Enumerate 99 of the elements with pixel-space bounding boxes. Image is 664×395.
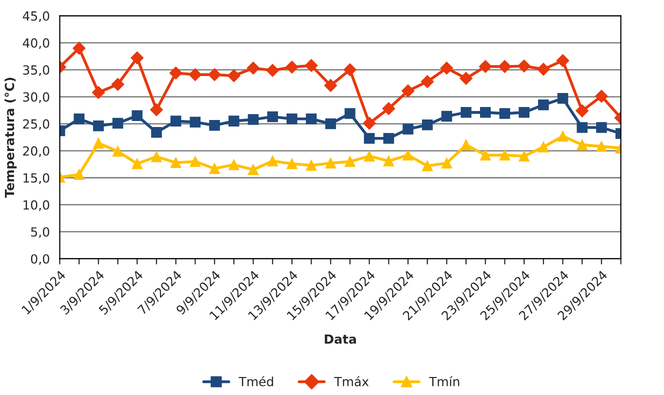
y-tick-label: 0,0 [30, 254, 50, 265]
point [190, 116, 201, 128]
y-tick-label: 15,0 [24, 173, 50, 184]
point [362, 116, 376, 130]
point [480, 107, 491, 118]
point [440, 62, 454, 75]
point [286, 60, 298, 74]
point [248, 164, 259, 176]
point [306, 114, 317, 124]
point [325, 158, 336, 169]
point [518, 60, 531, 72]
y-tick-label: 30,0 [23, 92, 50, 103]
y-tick-label: 40,0 [22, 38, 50, 49]
legend-label: Tmáx [334, 376, 369, 386]
point [518, 150, 530, 162]
y-tick-label: 45,0 [22, 11, 50, 22]
point [460, 107, 472, 118]
point [112, 118, 124, 129]
x-axis-title: Data [324, 334, 356, 344]
point [596, 141, 607, 152]
point [151, 151, 162, 162]
y-tick-label: 35,0 [23, 65, 50, 76]
point [324, 79, 338, 92]
point [422, 119, 433, 130]
point [441, 158, 452, 169]
point [420, 75, 434, 88]
point [383, 156, 394, 166]
point [596, 122, 607, 133]
point [499, 150, 510, 160]
point [364, 150, 375, 162]
point [576, 104, 589, 118]
point [92, 86, 105, 99]
point [132, 158, 143, 170]
point [208, 68, 221, 82]
point [556, 54, 570, 68]
point [246, 62, 260, 75]
legend-label: Tmín [429, 376, 460, 386]
point [538, 99, 549, 110]
point [74, 114, 84, 124]
point [518, 107, 530, 118]
point [266, 64, 279, 77]
point [325, 118, 336, 130]
point [364, 132, 375, 144]
point [286, 114, 298, 124]
point [150, 103, 163, 116]
point [74, 169, 84, 180]
point [306, 160, 317, 171]
point [228, 159, 240, 170]
y-tick-label: 10,0 [24, 200, 50, 211]
point [576, 122, 588, 133]
point [478, 60, 492, 73]
point [132, 110, 143, 122]
point [111, 78, 124, 91]
point [498, 60, 512, 73]
point [248, 114, 259, 125]
point [499, 108, 510, 119]
point [382, 102, 396, 116]
point [557, 93, 568, 104]
point [93, 138, 104, 149]
point [538, 142, 549, 152]
point [344, 108, 356, 119]
point [209, 120, 220, 131]
point [595, 90, 608, 103]
point [170, 116, 182, 126]
point [402, 124, 414, 135]
legend-label: Tméd [238, 376, 274, 386]
point [557, 130, 568, 142]
point [170, 157, 182, 168]
y-tick-label: 25,0 [23, 119, 50, 130]
point [93, 120, 104, 132]
point [169, 66, 182, 80]
point [188, 68, 202, 82]
point [304, 59, 318, 72]
point [286, 158, 298, 170]
y-axis-title: Temperatura (°C) [4, 78, 17, 198]
point [402, 150, 414, 160]
point [460, 72, 472, 85]
point [209, 163, 220, 174]
point [422, 160, 433, 172]
point [576, 139, 588, 150]
point [190, 156, 201, 167]
point [480, 150, 491, 160]
y-tick-label: 20,0 [23, 146, 50, 157]
point [402, 84, 414, 98]
point [267, 111, 278, 122]
point [441, 110, 452, 122]
point [228, 116, 240, 126]
point [267, 156, 278, 166]
point [383, 132, 394, 144]
point [537, 62, 550, 76]
point [344, 156, 356, 167]
point [227, 69, 240, 82]
point [130, 51, 144, 64]
point [112, 146, 124, 157]
point [344, 63, 356, 76]
point [72, 42, 86, 55]
point [460, 139, 472, 150]
y-tick-label: 5,0 [31, 227, 50, 238]
point [151, 127, 162, 138]
